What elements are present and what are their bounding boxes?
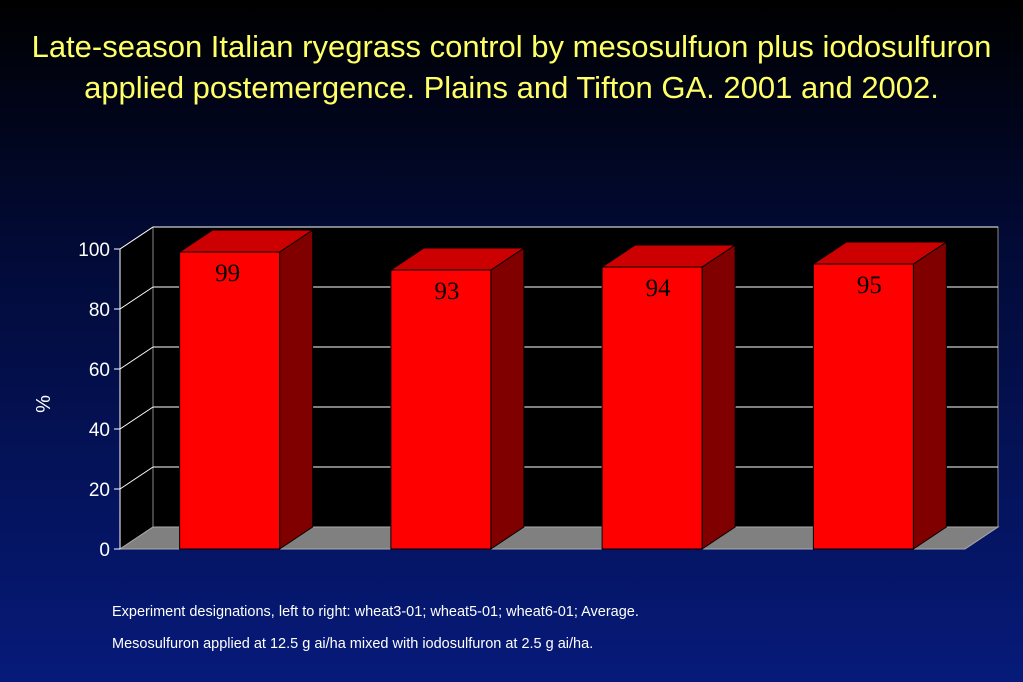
gridline-side	[119, 286, 154, 310]
chart-title: Late-season Italian ryegrass control by …	[31, 29, 992, 105]
bar-series	[177, 229, 949, 550]
y-tick-label: 20	[89, 480, 110, 501]
bar-side	[490, 247, 525, 550]
y-tick-label: 60	[89, 360, 110, 381]
side-wall	[119, 226, 154, 550]
bar	[601, 266, 703, 550]
y-axis-label: %	[33, 395, 55, 413]
data-label: 93	[434, 278, 459, 305]
y-tick-label: 80	[89, 300, 110, 321]
y-tick-label: 0	[99, 540, 110, 561]
data-labels: 99 93 94 95	[215, 260, 882, 305]
gridline-side	[119, 346, 154, 370]
gridline-side	[119, 466, 154, 490]
gridline-side	[119, 226, 154, 250]
y-tick-label: 100	[78, 240, 110, 261]
data-label: 95	[857, 272, 882, 299]
bar-side	[701, 244, 736, 550]
bar	[179, 251, 281, 550]
bar	[812, 263, 914, 550]
data-label: 99	[215, 260, 240, 287]
bar-side	[279, 229, 314, 550]
gridline-side	[119, 406, 154, 430]
bar	[390, 269, 492, 550]
data-label: 94	[646, 275, 672, 302]
experiment-note: Experiment designations, left to right: …	[112, 604, 639, 620]
y-axis: 0 20 40 60 80 100	[78, 240, 121, 561]
rate-note: Mesosulfuron applied at 12.5 g ai/ha mix…	[112, 636, 594, 652]
bar-side	[912, 241, 947, 550]
y-tick-label: 40	[89, 420, 110, 441]
